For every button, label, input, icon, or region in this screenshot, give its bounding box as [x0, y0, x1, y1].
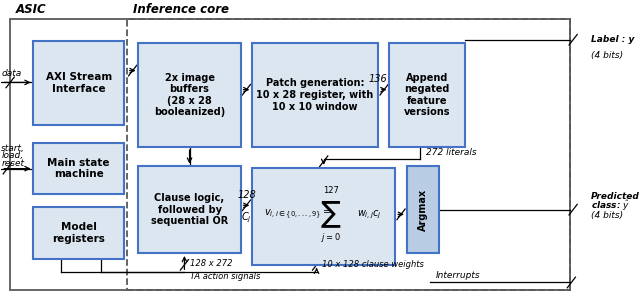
Text: $j=0$: $j=0$ — [321, 231, 341, 244]
Text: 10 x 128 clause weights: 10 x 128 clause weights — [323, 260, 424, 269]
Text: $C_j$: $C_j$ — [241, 211, 252, 225]
Text: 128: 128 — [237, 190, 256, 200]
Text: Main state
machine: Main state machine — [47, 158, 110, 179]
Bar — [33, 41, 124, 125]
Bar — [389, 43, 465, 147]
Text: Predicted: Predicted — [591, 192, 639, 201]
Text: (4 bits): (4 bits) — [591, 52, 623, 60]
Bar — [407, 166, 439, 253]
Text: $\sum$: $\sum$ — [320, 199, 342, 230]
Text: data: data — [1, 69, 22, 78]
Text: Clause logic,
followed by
sequential OR: Clause logic, followed by sequential OR — [151, 193, 228, 226]
Bar — [33, 208, 124, 259]
Text: Label : y: Label : y — [591, 35, 634, 44]
Text: TA action signals: TA action signals — [190, 272, 260, 281]
Text: 128 x 272: 128 x 272 — [190, 259, 233, 268]
Text: Interrupts: Interrupts — [436, 271, 481, 280]
Bar — [138, 43, 241, 147]
Text: reset: reset — [1, 159, 24, 168]
Text: AXI Stream
Interface: AXI Stream Interface — [45, 72, 112, 94]
Text: 136: 136 — [368, 74, 387, 84]
Text: load,: load, — [1, 152, 24, 161]
Text: start,: start, — [1, 144, 25, 153]
Bar — [252, 168, 395, 265]
Text: (4 bits): (4 bits) — [591, 211, 623, 220]
Text: class: $\hat{y}$: class: $\hat{y}$ — [591, 198, 630, 213]
Bar — [252, 43, 378, 147]
Text: Inference core: Inference core — [132, 3, 228, 16]
Text: $w_{i,j}c_j$: $w_{i,j}c_j$ — [357, 208, 382, 221]
Text: Patch generation:
10 x 28 register, with
10 x 10 window: Patch generation: 10 x 28 register, with… — [257, 78, 374, 112]
Text: 272 literals: 272 literals — [426, 148, 476, 158]
Text: $v_{i,i\in\{0,...,9\}}=$: $v_{i,i\in\{0,...,9\}}=$ — [264, 207, 332, 221]
Text: Append
negated
feature
versions: Append negated feature versions — [404, 72, 451, 117]
Bar — [33, 143, 124, 194]
Bar — [127, 19, 570, 290]
Text: Model
registers: Model registers — [52, 222, 105, 244]
Text: ASIC: ASIC — [16, 3, 47, 16]
Text: 127: 127 — [323, 186, 339, 195]
Bar — [138, 166, 241, 253]
Text: Argmax: Argmax — [418, 188, 428, 231]
Text: 2x image
buffers
(28 x 28
booleanized): 2x image buffers (28 x 28 booleanized) — [154, 72, 225, 117]
